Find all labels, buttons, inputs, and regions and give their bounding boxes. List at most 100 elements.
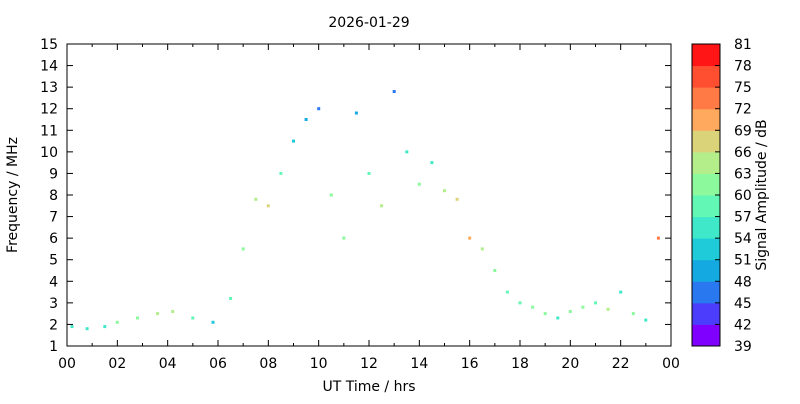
colorbar-segment xyxy=(692,87,720,110)
y-tick-label: 13 xyxy=(40,80,58,96)
y-tick-label: 12 xyxy=(40,102,58,118)
x-tick-label: 06 xyxy=(209,356,227,372)
colorbar-tick-label: 72 xyxy=(734,102,752,118)
chart-title: 2026-01-29 xyxy=(328,15,409,31)
colorbar-segment xyxy=(692,302,720,325)
colorbar-segment xyxy=(692,65,720,88)
colorbar-tick-label: 60 xyxy=(734,188,752,204)
data-cell xyxy=(266,204,270,208)
y-tick-label: 6 xyxy=(49,231,58,247)
data-cell xyxy=(292,139,295,143)
colorbar-segment xyxy=(692,324,720,347)
data-cell xyxy=(430,161,434,165)
x-tick-label: 12 xyxy=(360,356,378,372)
colorbar-segment xyxy=(692,130,720,153)
y-tick-label: 9 xyxy=(49,166,58,182)
y-tick-label: 10 xyxy=(40,145,58,161)
colorbar-segment xyxy=(692,173,720,196)
y-tick-label: 7 xyxy=(49,210,58,226)
colorbar-tick-label: 54 xyxy=(734,231,752,247)
data-cell xyxy=(191,316,195,320)
x-tick-label: 18 xyxy=(511,356,529,372)
data-cell xyxy=(329,193,333,197)
colorbar-segment xyxy=(692,195,720,218)
data-cell xyxy=(136,316,139,320)
y-tick-label: 4 xyxy=(49,274,58,290)
colorbar-tick-label: 42 xyxy=(734,317,752,333)
y-tick-label: 11 xyxy=(40,123,58,139)
colorbar-tick-label: 48 xyxy=(734,274,752,290)
plot-frame xyxy=(66,43,672,347)
data-cell xyxy=(568,310,572,313)
data-cell xyxy=(317,107,321,111)
data-cell xyxy=(531,305,535,309)
x-tick-label: 14 xyxy=(410,356,428,372)
data-cell xyxy=(594,301,597,305)
data-cell xyxy=(115,320,119,324)
data-cell xyxy=(606,307,610,311)
y-axis-label: Frequency / MHz xyxy=(5,137,21,253)
x-tick-label: 10 xyxy=(310,356,328,372)
data-cell xyxy=(468,236,472,240)
x-tick-label: 04 xyxy=(159,356,177,372)
data-cell xyxy=(443,189,446,193)
x-tick-label: 08 xyxy=(259,356,277,372)
data-cell xyxy=(229,297,233,300)
data-cell xyxy=(518,301,522,305)
colorbar-tick-label: 78 xyxy=(734,59,752,75)
data-cell xyxy=(342,236,346,240)
data-cell xyxy=(241,247,245,251)
data-cell xyxy=(644,318,648,322)
data-cell xyxy=(480,247,484,251)
data-cell xyxy=(405,150,409,154)
y-tick-label: 3 xyxy=(49,296,58,312)
data-cell xyxy=(505,290,509,294)
data-cell xyxy=(211,320,215,324)
y-tick-label: 15 xyxy=(40,37,58,53)
x-tick-label: 00 xyxy=(58,356,76,372)
data-cell xyxy=(556,316,560,320)
colorbar-tick-label: 81 xyxy=(734,37,752,53)
colorbar-tick-label: 75 xyxy=(734,80,752,96)
x-axis-label: UT Time / hrs xyxy=(322,379,415,395)
data-cell xyxy=(367,171,371,175)
y-tick-label: 14 xyxy=(40,59,58,75)
data-cell xyxy=(417,182,421,186)
data-cell xyxy=(392,90,396,93)
data-cell xyxy=(156,312,160,316)
y-tick-label: 8 xyxy=(49,188,58,204)
data-cell xyxy=(304,118,308,121)
data-cell xyxy=(581,305,585,309)
colorbar-segment xyxy=(692,108,720,131)
data-cell xyxy=(171,310,175,313)
x-tick-label: 16 xyxy=(461,356,479,372)
data-cell xyxy=(619,290,623,294)
y-tick-label: 1 xyxy=(49,339,58,355)
colorbar-segment xyxy=(692,44,720,67)
data-cell xyxy=(631,312,635,316)
data-cell xyxy=(455,197,459,201)
data-cell xyxy=(254,197,258,201)
data-cell xyxy=(656,236,660,240)
colorbar-tick-label: 39 xyxy=(734,339,752,355)
data-cell xyxy=(70,325,74,329)
colorbar-tick-label: 57 xyxy=(734,210,752,226)
x-axis: 00 02 04 06 08 10 12 14 16 18 20 22 00 xyxy=(58,44,680,372)
x-tick-label: 00 xyxy=(662,356,680,372)
colorbar-tick-label: 66 xyxy=(734,145,752,161)
x-tick-label: 02 xyxy=(108,356,126,372)
colorbar-segment xyxy=(692,259,720,282)
colorbar-segment xyxy=(692,151,720,174)
x-tick-label: 22 xyxy=(612,356,630,372)
data-cell xyxy=(103,325,107,329)
data-cell xyxy=(493,269,497,272)
data-cell xyxy=(279,171,283,175)
colorbar-segment xyxy=(692,216,720,239)
data-cell xyxy=(380,204,384,208)
y-tick-label: 5 xyxy=(49,253,58,269)
colorbar-tick-label: 51 xyxy=(734,253,752,269)
colorbar-tick-label: 45 xyxy=(734,296,752,312)
colorbar-tick-label: 63 xyxy=(734,166,752,182)
